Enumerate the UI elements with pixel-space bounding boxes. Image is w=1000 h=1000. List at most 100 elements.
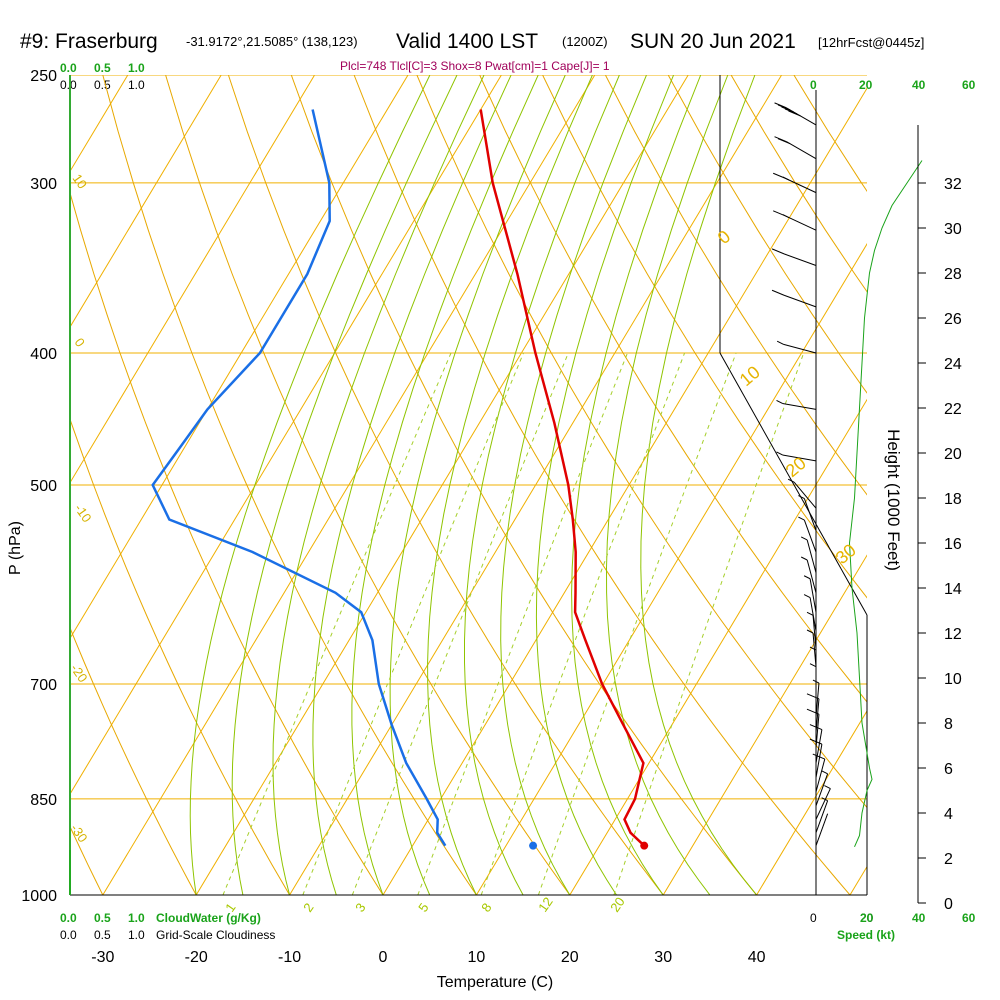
wind-barb [776, 400, 817, 410]
wind-barb [776, 451, 817, 462]
cloud-water-tick: 1.0 [128, 61, 145, 75]
cloud-water-tick: 1.0 [128, 911, 145, 925]
pressure-tick: 1000 [21, 888, 57, 905]
wind-barb-flag [809, 724, 823, 730]
moist-adiabat-line [571, 75, 702, 895]
temperature-tick: 0 [379, 949, 388, 966]
mixing-ratio-label: 20 [607, 894, 628, 914]
moist-adiabat-line [500, 75, 647, 895]
dry-adiabat-line [0, 75, 9, 895]
moist-adiabat-line [389, 75, 566, 895]
height-tick: 4 [944, 806, 953, 823]
wind-barb-shaft [783, 253, 817, 266]
dry-adiabat-line [290, 75, 757, 895]
pressure-tick: 500 [30, 478, 57, 495]
height-tick: 12 [944, 626, 962, 643]
wind-barb-shaft [782, 454, 817, 462]
height-tick: 2 [944, 851, 953, 868]
moist-adiabat-line [351, 75, 539, 895]
wind-barb [806, 629, 817, 667]
dry-adiabat-line [479, 75, 867, 703]
pressure-tick: 250 [30, 68, 57, 85]
dry-adiabat-line [667, 75, 867, 394]
speed-tick-black: 20 [860, 911, 874, 925]
temperature-axis-label: Temperature (C) [437, 974, 553, 991]
frame-edge [719, 352, 868, 616]
height-tick: 0 [944, 896, 953, 913]
temperature-tick: 20 [561, 949, 579, 966]
wind-barb-flag [771, 248, 785, 255]
height-tick: 10 [944, 671, 962, 688]
wind-barb-shaft [783, 294, 817, 308]
moist-adiabat-line [605, 75, 729, 895]
moist-adiabat-line [189, 75, 431, 895]
cloud-water-tick: 0.5 [94, 61, 111, 75]
isotherm-label: -30 [68, 821, 91, 845]
wind-barb-flag [812, 753, 825, 760]
cloudiness-tick: 0.5 [94, 78, 111, 92]
wind-barb-shaft [809, 597, 817, 632]
wind-barb-half [824, 785, 831, 790]
wind-barb [809, 724, 823, 764]
wind-barb-shaft [815, 758, 826, 792]
mixing-ratio-line [480, 352, 686, 895]
height-tick: 22 [944, 401, 962, 418]
wind-barb-half [798, 516, 805, 521]
isotherm-line [662, 554, 867, 895]
dry-adiabat-line [70, 191, 384, 895]
speed-tick: 0 [810, 78, 817, 92]
temperature-tick: 30 [654, 949, 672, 966]
cloudiness-tick: 1.0 [128, 78, 145, 92]
cloudiness-tick: 1.0 [128, 928, 145, 942]
isotherm-line [195, 75, 689, 895]
isotherm-line [382, 87, 867, 895]
isotherm-line [0, 75, 34, 895]
pressure-axis-label: P (hPa) [7, 521, 24, 575]
cloudiness-tick: 0.0 [60, 78, 77, 92]
cloud-water-tick: 0.0 [60, 61, 77, 75]
dry-adiabat-line [353, 75, 851, 895]
wind-barb-flag [788, 110, 801, 117]
isotherm-line [289, 75, 783, 895]
wind-barb [815, 797, 829, 833]
wind-barb [815, 813, 829, 846]
cloud-water-label: CloudWater (g/Kg) [156, 911, 261, 925]
dry-adiabat-line [102, 75, 477, 895]
speed-tick: 60 [962, 911, 976, 925]
wind-barb-flag [806, 693, 820, 700]
mixing-ratio-line [613, 352, 805, 895]
wind-barb-shaft [809, 578, 817, 613]
wind-barb-half [800, 556, 808, 561]
cloud-water-tick: 0.0 [60, 911, 77, 925]
wind-barb-shaft [803, 498, 817, 531]
wind-barb [798, 495, 817, 531]
mixing-ratio-label: 2 [300, 900, 316, 915]
wind-barb [798, 516, 817, 553]
wind-barb-shaft [815, 698, 820, 733]
wind-barb-flag [771, 289, 785, 296]
wind-barb [815, 770, 829, 806]
isotherm-label: -20 [68, 661, 91, 685]
surface-dewpoint-dot [529, 841, 538, 850]
isotherm-label: -10 [72, 501, 95, 525]
mixing-ratio-line [351, 352, 569, 895]
wind-barb-half [821, 797, 828, 802]
wind-barb-flag [806, 708, 820, 715]
speed-tick: 20 [860, 911, 874, 925]
wind-barb-flag [777, 104, 791, 111]
wind-barb [815, 785, 831, 820]
wind-barb-half [800, 536, 808, 541]
dewpoint-profile [151, 109, 447, 847]
height-tick: 14 [944, 581, 962, 598]
station-coords: -31.9172°,21.5085° (138,123) [186, 34, 358, 49]
wind-barb-shaft [783, 343, 817, 354]
mixing-ratio-label: 12 [535, 894, 556, 914]
isotherm-line [70, 75, 409, 640]
wind-barb-flag [774, 102, 787, 109]
pressure-tick: 300 [30, 176, 57, 193]
moist-adiabat-line [535, 75, 675, 895]
valid-date: SUN 20 Jun 2021 [630, 30, 796, 53]
wind-barb-shaft [806, 559, 817, 593]
wind-barb-shaft [784, 177, 817, 194]
